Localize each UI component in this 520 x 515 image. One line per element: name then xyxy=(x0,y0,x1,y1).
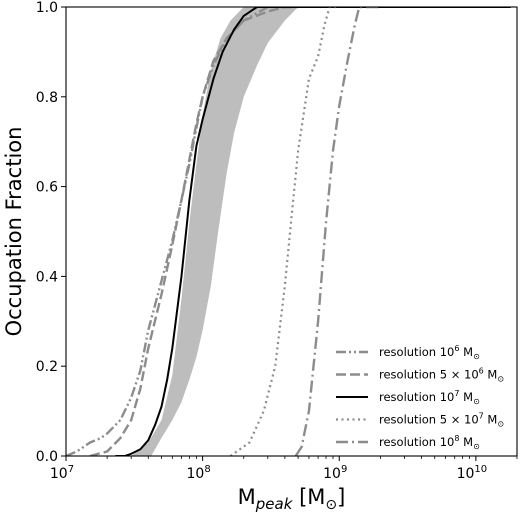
series-line-1 xyxy=(66,7,299,456)
series-line-4 xyxy=(229,7,340,456)
legend-label-2: resolution 5 × 106 M⊙ xyxy=(379,367,504,384)
y-tick-label: 0.6 xyxy=(36,180,58,196)
x-tick-label: 1010 xyxy=(457,464,488,482)
scatter-band-layer xyxy=(93,7,299,456)
y-tick-label: 0.2 xyxy=(36,359,58,375)
series-layer xyxy=(66,7,511,456)
x-tick-label: 107 xyxy=(50,464,74,482)
legend-label-4: resolution 5 × 107 M⊙ xyxy=(379,412,504,429)
series-line-3 xyxy=(115,7,511,456)
legend: resolution 106 M⊙ resolution 5 × 106 M⊙ re… xyxy=(336,344,504,451)
legend-label-5: resolution 108 M⊙ xyxy=(379,434,480,451)
y-tick-label: 0.8 xyxy=(36,90,58,106)
ticks-layer: 0.0 0.2 0.4 0.6 0.8 1.0 107 108 109 1010 xyxy=(36,0,518,482)
y-tick-label: 0.0 xyxy=(36,449,58,465)
x-tick-label: 109 xyxy=(323,464,347,482)
legend-label-3: resolution 107 M⊙ xyxy=(379,389,480,406)
x-tick-label: 108 xyxy=(187,464,211,482)
scatter-band xyxy=(93,7,299,456)
y-tick-label: 0.4 xyxy=(36,269,58,285)
x-axis-label: Mpeak [M⊙] xyxy=(238,485,346,513)
series-line-5 xyxy=(294,7,381,456)
y-tick-label: 1.0 xyxy=(36,0,58,16)
series-line-2 xyxy=(89,7,299,456)
legend-label-1: resolution 106 M⊙ xyxy=(379,344,480,361)
y-axis-label: Occupation Fraction xyxy=(2,127,26,337)
plot-frame xyxy=(65,6,518,457)
